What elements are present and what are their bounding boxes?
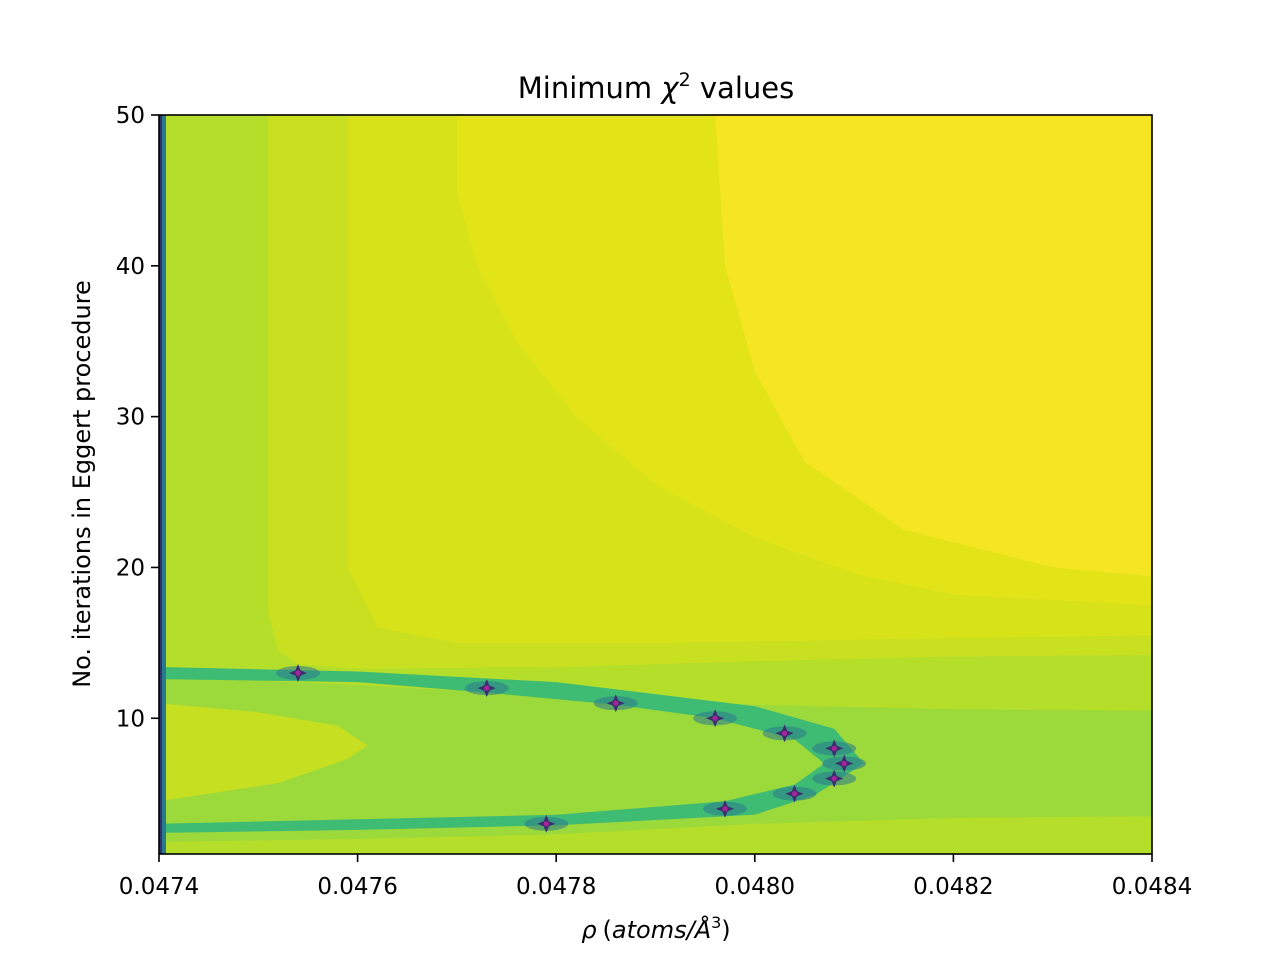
y-tick-label: 30 <box>116 405 145 431</box>
contour-band-6 <box>159 667 864 833</box>
y-tick-label: 50 <box>116 103 145 129</box>
minimum-point-1 <box>464 679 509 698</box>
minimum-point-0 <box>276 664 321 682</box>
xlabel-symbol: ρ <box>581 916 596 944</box>
contour-band-5 <box>159 703 368 802</box>
xlabel-units-suffix: ) <box>721 916 730 944</box>
left-edge-core <box>159 115 162 854</box>
y-tick-label: 20 <box>116 555 145 581</box>
minima-markers <box>276 664 867 833</box>
minimum-point-5 <box>812 739 857 758</box>
axes-frame <box>158 114 1153 855</box>
plot-area <box>159 115 1152 854</box>
left-edge-band <box>159 115 166 854</box>
contour-bands <box>159 115 1152 854</box>
xlabel-units-prefix: ( <box>603 916 612 944</box>
x-tick-label: 0.0480 <box>715 874 795 900</box>
x-axis-label: ρ (atoms/Å3) <box>581 913 730 944</box>
contour-band-0 <box>159 115 1152 854</box>
y-axis-label: No. iterations in Eggert procedure <box>68 280 96 688</box>
title-superscript: 2 <box>679 69 691 91</box>
title-symbol: χ <box>659 71 680 105</box>
xlabel-superscript: 3 <box>711 913 721 932</box>
minimum-point-2 <box>593 694 638 713</box>
contour-band-4 <box>159 676 1152 842</box>
y-tick-label: 10 <box>116 706 145 732</box>
x-tick-label: 0.0476 <box>317 874 397 900</box>
y-axis-ticks: 10 20 30 40 50 <box>116 103 159 732</box>
minimum-point-7 <box>812 769 857 788</box>
contour-band-1 <box>268 115 1152 669</box>
contour-band-2 <box>456 115 1152 606</box>
contour-band-3 <box>715 115 1152 577</box>
y-tick-label: 40 <box>116 254 145 280</box>
minimum-point-3 <box>693 709 738 728</box>
x-tick-label: 0.0484 <box>1112 874 1192 900</box>
x-tick-label: 0.0478 <box>516 874 596 900</box>
minimum-point-6 <box>822 754 867 773</box>
title-main: Minimum <box>518 71 662 105</box>
minimum-point-4 <box>762 724 807 743</box>
title-rest: values <box>691 71 795 105</box>
x-axis-ticks: 0.0474 0.0476 0.0478 0.0480 0.0482 0.0484 <box>119 854 1192 900</box>
minimum-point-8 <box>772 784 817 803</box>
chart-title: Minimum χ2 values <box>518 69 794 105</box>
minimum-point-9 <box>703 799 748 818</box>
x-tick-label: 0.0482 <box>913 874 993 900</box>
xlabel-units: atoms/Å <box>612 915 711 944</box>
minimum-point-10 <box>524 814 569 833</box>
x-tick-label: 0.0474 <box>119 874 199 900</box>
